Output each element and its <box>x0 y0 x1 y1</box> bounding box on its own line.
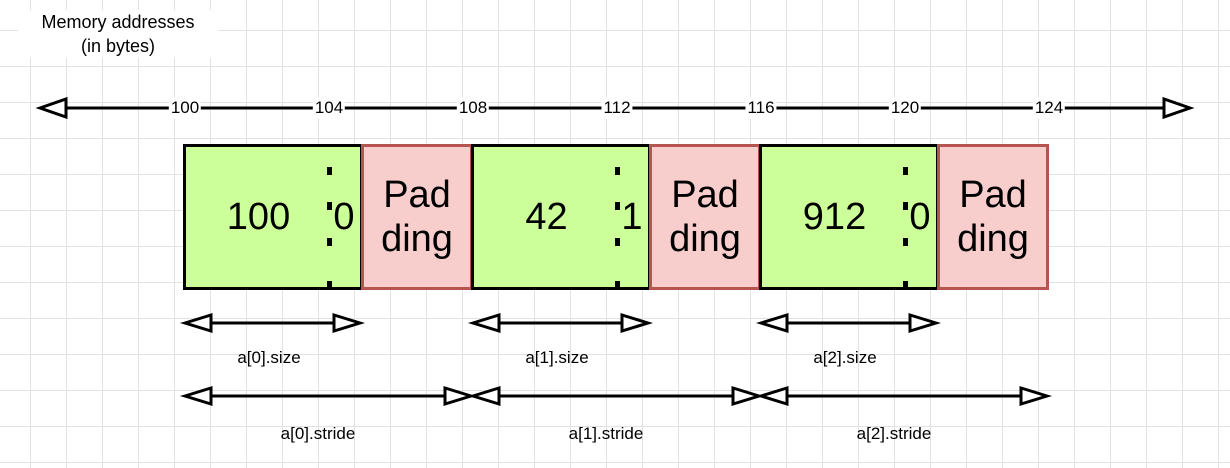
address-label: 104 <box>312 97 346 119</box>
padding-label-line-2: ding <box>381 218 453 260</box>
stride-label: a[2].stride <box>856 424 932 443</box>
address-axis-arrow-right-head <box>1162 96 1195 120</box>
padding-cell: Pad ding <box>361 144 473 290</box>
stride-arrow-left-head <box>755 385 789 407</box>
element-value: 100 <box>226 196 291 238</box>
address-label: 108 <box>456 97 490 119</box>
value-cell: 42 1 <box>471 144 651 290</box>
element-flag: 1 <box>621 196 643 238</box>
size-arrow-right-head <box>908 312 942 334</box>
field-separator-dot <box>327 202 332 210</box>
field-separator-dot <box>615 202 620 210</box>
size-label: a[0].size <box>237 348 301 367</box>
element-value: 912 <box>802 196 867 238</box>
stride-label: a[0].stride <box>280 424 356 443</box>
stride-arrow-right-head <box>1019 385 1053 407</box>
size-label: a[2].size <box>813 348 877 367</box>
size-arrow-right-head <box>332 312 366 334</box>
padding-label-line-1: Pad <box>671 174 739 216</box>
size-arrow-right-head <box>620 312 654 334</box>
field-separator-dot <box>903 202 908 210</box>
field-separator-dot <box>903 281 908 289</box>
address-axis-arrow-left-head <box>35 96 68 120</box>
address-label: 120 <box>888 97 922 119</box>
padding-label-line-1: Pad <box>959 174 1027 216</box>
padding-cell: Pad ding <box>937 144 1049 290</box>
padding-cell: Pad ding <box>649 144 761 290</box>
stride-label: a[1].stride <box>568 424 644 443</box>
field-separator-dot <box>615 281 620 289</box>
size-arrow-left-head <box>755 312 789 334</box>
padding-label-line-2: ding <box>669 218 741 260</box>
address-label: 100 <box>168 97 202 119</box>
address-label: 112 <box>601 97 633 119</box>
title-line-2: (in bytes) <box>18 34 218 58</box>
field-separator-dot <box>327 281 332 289</box>
field-separator-dot <box>327 238 332 246</box>
padding-label-line-1: Pad <box>383 174 451 216</box>
size-arrow-left-head <box>467 312 501 334</box>
field-separator-dot <box>327 167 332 175</box>
padding-label-line-2: ding <box>957 218 1029 260</box>
element-value: 42 <box>525 196 568 238</box>
field-separator-dot <box>615 238 620 246</box>
value-cell: 100 0 <box>183 144 363 290</box>
stride-arrow-left-head <box>467 385 501 407</box>
size-arrow-left-head <box>179 312 213 334</box>
address-label: 124 <box>1032 97 1066 119</box>
field-separator-dot <box>903 167 908 175</box>
field-separator-dot <box>903 238 908 246</box>
element-flag: 0 <box>333 196 355 238</box>
field-separator-dot <box>615 167 620 175</box>
title-line-1: Memory addresses <box>18 10 218 34</box>
stride-arrow-left-head <box>179 385 213 407</box>
size-label: a[1].size <box>525 348 589 367</box>
stride-arrow-right-head <box>731 385 765 407</box>
element-flag: 0 <box>909 196 931 238</box>
value-cell: 912 0 <box>759 144 939 290</box>
address-label: 116 <box>745 97 777 119</box>
stride-arrow-right-head <box>443 385 477 407</box>
diagram-title: Memory addresses (in bytes) <box>18 10 218 58</box>
